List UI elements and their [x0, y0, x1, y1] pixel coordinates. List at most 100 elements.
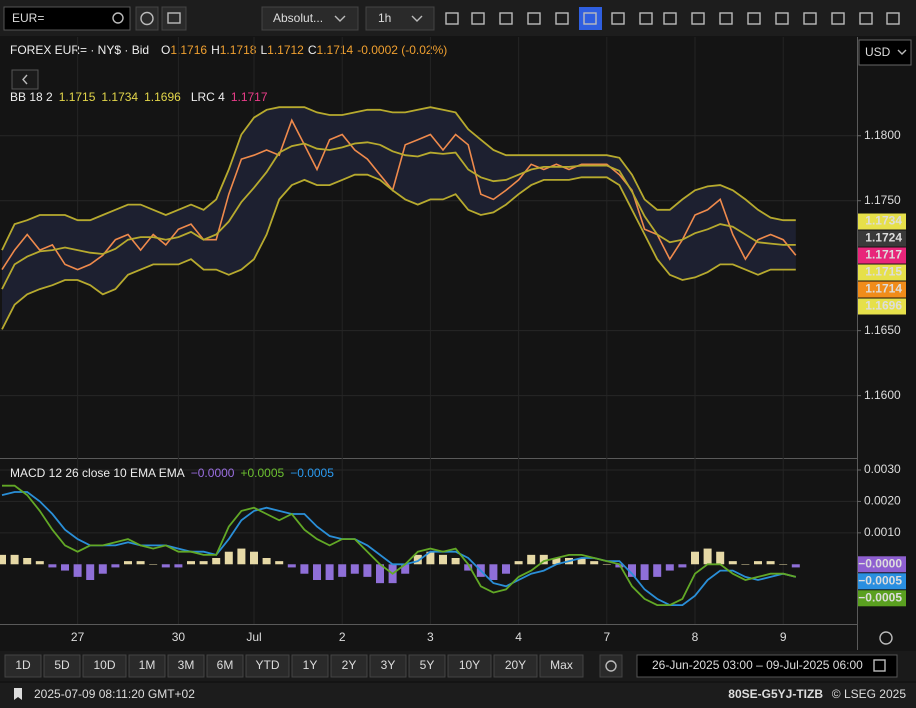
histogram-bar [363, 564, 372, 577]
range-button[interactable] [43, 654, 81, 678]
header-info: FOREX EUR= · NY$ · Bid O1.1716 H1.1718 L1.1… [10, 43, 447, 57]
x-tick-label: 3 [427, 630, 434, 644]
histogram-bar [766, 561, 775, 565]
series-line [1, 491, 797, 606]
folder-button[interactable] [161, 6, 187, 31]
mode-dropdown[interactable] [261, 6, 359, 31]
range-button[interactable] [408, 654, 446, 678]
range-button[interactable] [369, 654, 407, 678]
range-settings[interactable] [599, 654, 623, 678]
range-label: 20Y [505, 658, 526, 672]
histogram-bar [136, 561, 145, 565]
histogram-bar [325, 564, 334, 580]
histogram-bar [539, 554, 548, 565]
chevron [897, 49, 907, 55]
range-label: 1D [15, 658, 31, 672]
price-badge [858, 556, 906, 573]
ohlc-key: H [211, 43, 220, 57]
back-button[interactable] [11, 69, 39, 90]
range-button[interactable] [291, 654, 329, 678]
histogram-bar [754, 561, 762, 565]
histogram-bar [98, 564, 107, 574]
x-tick-label: 4 [515, 630, 522, 644]
histogram-bar [0, 554, 6, 565]
y-tick-label: 1.1800 [864, 128, 901, 142]
tool-icon[interactable] [555, 12, 569, 25]
search-box[interactable] [3, 6, 131, 31]
y-tick-label: 1.1600 [864, 388, 901, 402]
tool-icon[interactable] [803, 12, 817, 25]
tool-icon[interactable] [719, 12, 733, 25]
range-button[interactable] [539, 654, 584, 678]
histogram-bar [602, 564, 611, 565]
price-badge-label: −0.0005 [858, 590, 902, 604]
range-label: 1Y [303, 658, 318, 672]
interval-dropdown[interactable] [365, 6, 435, 31]
histogram-bar [401, 564, 410, 574]
range-button[interactable] [167, 654, 205, 678]
tool-icon[interactable] [527, 12, 541, 25]
histogram-bar [300, 564, 309, 574]
histogram-bar [653, 564, 662, 577]
tool-active[interactable] [579, 7, 602, 30]
histogram-bar [250, 551, 258, 565]
tool-icon[interactable] [831, 12, 845, 25]
date-range: 26-Jun-2025 03:00 – 09-Jul-2025 06:00 [652, 658, 863, 672]
legend-value: 1.1734 [101, 90, 138, 104]
histogram-bar [741, 564, 750, 565]
tool-icon[interactable] [471, 12, 485, 25]
price-badge-label: −0.0000 [858, 556, 902, 570]
search-icon [112, 12, 124, 24]
histogram-bar [212, 558, 221, 565]
add-icon [140, 11, 154, 26]
tool-icon[interactable] [583, 12, 597, 25]
range-button[interactable] [245, 654, 290, 678]
tool-icon[interactable] [499, 12, 513, 25]
histogram-bar [577, 558, 586, 565]
histogram-bar [426, 551, 435, 565]
currency-box[interactable] [858, 39, 912, 66]
band-fill [2, 107, 796, 330]
range-button[interactable] [447, 654, 492, 678]
indicator-legend: MACD 12 26 close 10 EMA EMA −0.0000 +0.000… [10, 466, 334, 480]
range-label: 3M [178, 658, 195, 672]
add-button[interactable] [135, 6, 159, 31]
tool-icon[interactable] [859, 12, 873, 25]
tool-icon[interactable] [611, 12, 625, 25]
tool-icon[interactable] [886, 12, 900, 25]
series-line [1, 106, 796, 251]
date-range-box[interactable] [636, 654, 898, 678]
range-button[interactable] [4, 654, 42, 678]
histogram-bar [275, 561, 284, 565]
back-icon [22, 74, 28, 85]
histogram-bar [691, 551, 699, 565]
tool-icon[interactable] [639, 12, 653, 25]
tool-icon[interactable] [663, 12, 677, 25]
interval: 1h [378, 11, 391, 25]
histogram-bar [111, 564, 120, 568]
tool-icons [445, 7, 900, 30]
histogram-bar [199, 561, 208, 565]
price-badge-label: −0.0005 [858, 573, 902, 587]
tool-icon[interactable] [775, 12, 789, 25]
tool-icon[interactable] [445, 12, 459, 25]
session-code: 80SE-G5YJ-TIZB [728, 687, 823, 701]
currency: USD [865, 45, 891, 59]
range-button[interactable] [206, 654, 244, 678]
bookmark-icon [14, 688, 22, 700]
histogram-bar [262, 558, 271, 565]
histogram-bar [665, 564, 674, 571]
range-button[interactable] [330, 654, 368, 678]
histogram-bar [464, 564, 473, 571]
price-badge [858, 247, 906, 264]
range-button[interactable] [128, 654, 166, 678]
range-button[interactable] [82, 654, 127, 678]
tool-icon[interactable] [691, 12, 705, 25]
range-button[interactable] [493, 654, 538, 678]
range-label: 3Y [381, 658, 396, 672]
series-line [2, 484, 797, 606]
price-badge [858, 590, 906, 607]
tool-icon[interactable] [747, 12, 761, 25]
ohlc-value: 1.1716 [170, 43, 207, 57]
settings-icon[interactable] [879, 631, 893, 645]
